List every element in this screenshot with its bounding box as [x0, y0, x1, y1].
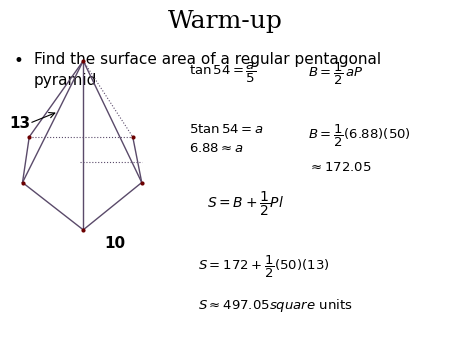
Text: Warm-up: Warm-up: [167, 10, 283, 33]
Text: 10: 10: [104, 236, 125, 251]
Text: $S = 172 + \dfrac{1}{2}(50)(13)$: $S = 172 + \dfrac{1}{2}(50)(13)$: [198, 254, 329, 280]
Text: •: •: [14, 52, 23, 70]
Text: 13: 13: [9, 116, 30, 131]
Text: $B = \dfrac{1}{2}\,aP$: $B = \dfrac{1}{2}\,aP$: [308, 61, 364, 87]
Text: $5\tan 54 = a$
$6.88 \approx a$: $5\tan 54 = a$ $6.88 \approx a$: [189, 123, 264, 155]
Text: pyramid: pyramid: [34, 73, 97, 88]
Text: Find the surface area of a regular pentagonal: Find the surface area of a regular penta…: [34, 52, 381, 67]
Text: $S = B + \dfrac{1}{2}Pl$: $S = B + \dfrac{1}{2}Pl$: [207, 189, 284, 218]
Text: $\tan 54 = \dfrac{a}{5}$: $\tan 54 = \dfrac{a}{5}$: [189, 61, 256, 85]
Text: $S \approx 497.05\mathit{square}$ units: $S \approx 497.05\mathit{square}$ units: [198, 297, 353, 314]
Text: $B = \dfrac{1}{2}(6.88)(50)$
$\approx 172.05$: $B = \dfrac{1}{2}(6.88)(50)$ $\approx 17…: [308, 123, 411, 174]
